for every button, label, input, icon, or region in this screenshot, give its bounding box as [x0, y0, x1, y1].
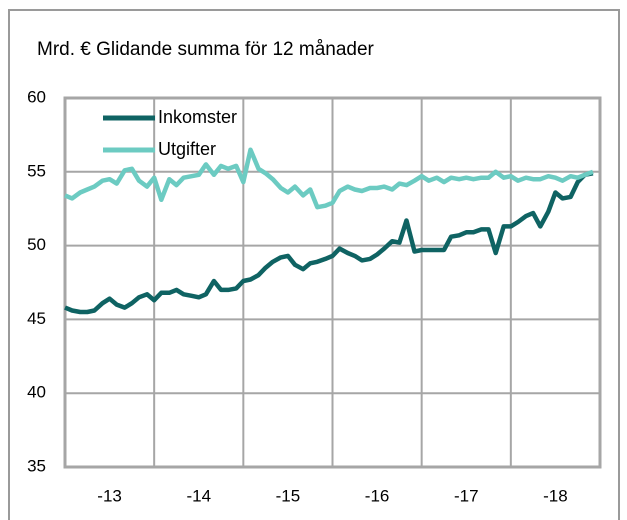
series-line: [64, 147, 594, 210]
chart-frame: [8, 9, 620, 520]
x-tick-label: -16: [365, 486, 390, 505]
y-tick-label: 50: [27, 235, 46, 254]
y-tick-label: 35: [27, 456, 46, 475]
y-tick-label: 60: [27, 87, 46, 106]
plot-frame: [63, 96, 602, 469]
x-tick-label: -13: [97, 486, 122, 505]
y-tick-label: 45: [27, 309, 46, 328]
x-tick-label: -17: [454, 486, 479, 505]
x-tick-label: -14: [186, 486, 211, 505]
series-line: [64, 171, 594, 315]
x-tick-label: -18: [543, 486, 568, 505]
x-tick-label: -15: [276, 486, 301, 505]
legend-label: Utgifter: [158, 139, 216, 159]
y-tick-label: 55: [27, 161, 46, 180]
legend-label: Inkomster: [158, 107, 237, 127]
chart-title: Mrd. € Glidande summa för 12 månader: [37, 39, 375, 60]
y-tick-label: 40: [27, 383, 46, 402]
